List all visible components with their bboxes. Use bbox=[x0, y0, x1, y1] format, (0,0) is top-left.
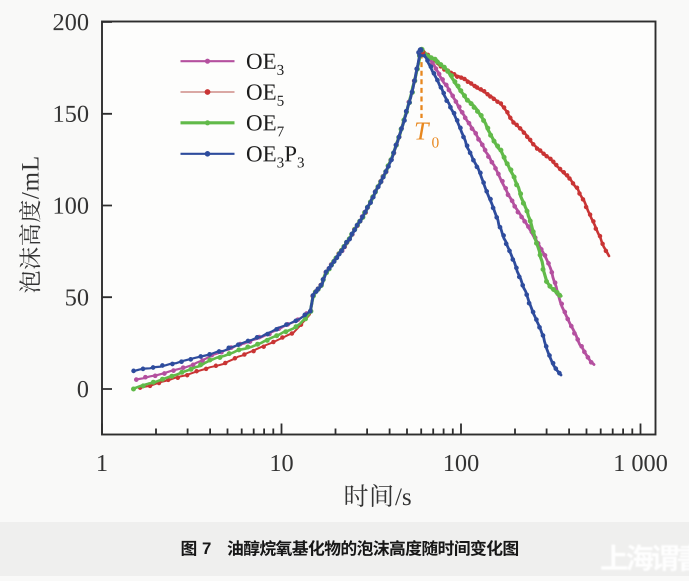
svg-text:7: 7 bbox=[202, 539, 211, 558]
